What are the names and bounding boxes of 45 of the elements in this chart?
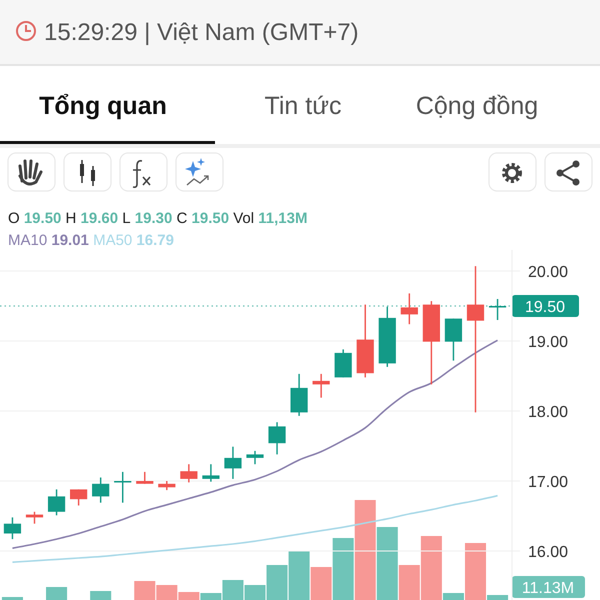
text: 11.13M — [522, 580, 574, 597]
bar — [376, 527, 398, 600]
candlestick — [268, 422, 286, 456]
text: 19.01 — [47, 232, 89, 249]
candlestick — [202, 464, 220, 482]
y-tick-label: 17.00 — [528, 474, 568, 491]
text: Tổng quan — [39, 92, 167, 120]
bar — [464, 543, 486, 600]
candlestick — [312, 373, 330, 398]
bar — [442, 593, 464, 600]
y-tick-label: 18.00 — [528, 404, 568, 421]
candlestick — [466, 265, 484, 414]
candlestick — [246, 450, 264, 465]
bar — [2, 597, 23, 600]
candlestick — [444, 318, 462, 362]
text: Cộng đồng — [416, 92, 538, 120]
line-series — [12, 494, 498, 563]
text: 16.79 — [132, 232, 174, 249]
candlestick — [92, 476, 110, 504]
bar — [90, 591, 112, 600]
text: MA10 — [8, 232, 48, 249]
candlestick — [224, 446, 242, 480]
bar — [332, 538, 354, 600]
bar — [46, 587, 68, 600]
candlestick — [114, 471, 132, 504]
y-tick-label: 16.00 — [528, 544, 568, 561]
line-series — [12, 340, 498, 549]
candlestick — [400, 292, 418, 325]
candlestick — [158, 480, 176, 491]
text: 15:29:29 | Việt Nam (GMT+7) — [44, 19, 359, 46]
bar — [487, 595, 508, 600]
candlestick — [26, 511, 44, 524]
candlestick — [180, 464, 198, 484]
ref-line-label: 19.50 — [524, 299, 566, 316]
candlestick — [4, 516, 22, 540]
text: Tin tức — [264, 92, 342, 120]
bar — [354, 500, 376, 600]
text: MA50 — [88, 232, 132, 249]
candlestick — [136, 471, 154, 484]
candlestick — [48, 488, 66, 516]
bar — [310, 567, 332, 600]
text: O 19.50 H 19.60 L 19.30 C 19.50 Vol 11,13M — [8, 210, 308, 227]
candlestick — [70, 488, 88, 506]
y-tick-label: 20.00 — [528, 264, 568, 281]
y-tick-label: 19.00 — [528, 334, 568, 351]
